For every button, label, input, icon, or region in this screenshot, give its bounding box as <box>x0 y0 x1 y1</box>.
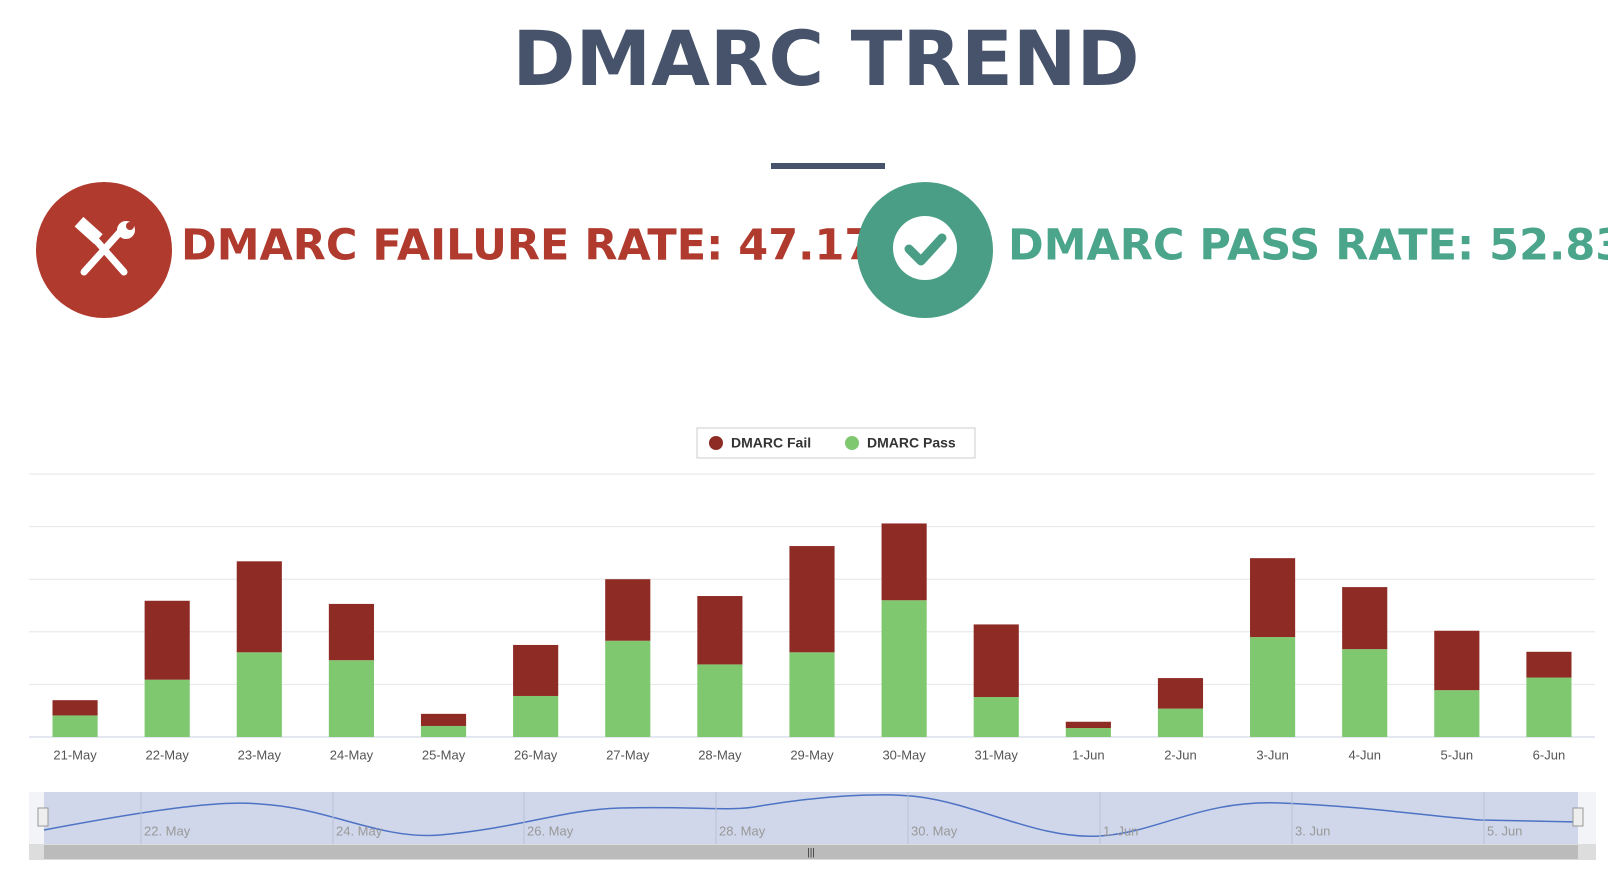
legend-label: DMARC Pass <box>867 435 956 451</box>
failure-icon <box>36 182 172 318</box>
svg-text:|||: ||| <box>807 848 815 859</box>
bar-segment <box>1065 728 1111 737</box>
pass-rate: DMARC PASS RATE: 52.83% <box>1008 221 1608 271</box>
x-tick-label: 6-Jun <box>1533 747 1566 762</box>
page-title: DMARC TREND <box>512 14 1139 103</box>
bar-segment <box>1434 690 1480 737</box>
bar-segment <box>697 664 743 737</box>
bar-segment <box>605 579 651 641</box>
bar-segment <box>236 652 282 737</box>
bar-segment <box>420 725 467 737</box>
bar-segment <box>328 660 374 737</box>
bar-segment <box>973 624 1019 698</box>
bar-segment <box>144 679 190 737</box>
bar-segment <box>789 546 835 653</box>
x-tick-label: 29-May <box>790 747 834 762</box>
navigator-label: 30. May <box>911 823 958 838</box>
bar-segment <box>1065 721 1111 729</box>
x-tick-label: 23-May <box>238 747 282 762</box>
bar-segment <box>605 640 651 737</box>
bar-segment <box>144 600 190 680</box>
pass-icon <box>857 182 993 318</box>
bar-segment <box>236 561 282 653</box>
bar-segment <box>513 695 559 737</box>
x-tick-label: 30-May <box>882 747 926 762</box>
x-tick-label: 2-Jun <box>1164 747 1197 762</box>
bar-segment <box>1342 587 1388 650</box>
bar-segment <box>1526 677 1572 737</box>
x-tick-label: 31-May <box>975 747 1019 762</box>
bar-segment <box>1250 637 1296 737</box>
bar-segment <box>1434 630 1480 691</box>
bar-segment <box>328 603 374 661</box>
navigator-label: 5. Jun <box>1487 823 1522 838</box>
legend-marker <box>709 436 723 450</box>
x-tick-label: 27-May <box>606 747 650 762</box>
navigator-label: 28. May <box>719 823 766 838</box>
bar-segment <box>881 600 927 737</box>
bar-segment <box>513 644 559 696</box>
navigator: ||| <box>29 792 1596 860</box>
bar-segment <box>1250 558 1296 638</box>
bar-segment <box>789 652 835 737</box>
navigator-label: 24. May <box>336 823 383 838</box>
navigator-label: 3. Jun <box>1295 823 1330 838</box>
title-underline <box>771 163 885 169</box>
failure-rate: DMARC FAILURE RATE: 47.17% <box>181 221 917 271</box>
navigator-label: 26. May <box>527 823 574 838</box>
bar-segment <box>1526 651 1572 678</box>
bar-segment <box>881 523 927 601</box>
navigator-label: 22. May <box>144 823 191 838</box>
x-tick-label: 22-May <box>145 747 189 762</box>
bar-segment <box>1342 649 1388 737</box>
bar-segment <box>1157 708 1204 737</box>
x-tick-label: 26-May <box>514 747 558 762</box>
x-tick-label: 4-Jun <box>1348 747 1381 762</box>
x-tick-label: 3-Jun <box>1256 747 1289 762</box>
bar-segment <box>697 596 743 665</box>
bar-segment <box>973 697 1019 737</box>
bar-segment <box>420 713 467 726</box>
bar-segment <box>52 715 98 737</box>
x-tick-label: 5-Jun <box>1441 747 1474 762</box>
legend-box <box>696 427 976 459</box>
x-tick-label: 25-May <box>422 747 466 762</box>
legend-marker <box>845 436 859 450</box>
x-tick-label: 1-Jun <box>1072 747 1105 762</box>
legend-label: DMARC Fail <box>731 435 811 451</box>
bar-segment <box>52 700 98 716</box>
navigator-label: 1. Jun <box>1103 823 1138 838</box>
bar-segment <box>1157 678 1204 709</box>
x-tick-label: 21-May <box>53 747 97 762</box>
x-tick-label: 24-May <box>330 747 374 762</box>
x-tick-label: 28-May <box>698 747 742 762</box>
